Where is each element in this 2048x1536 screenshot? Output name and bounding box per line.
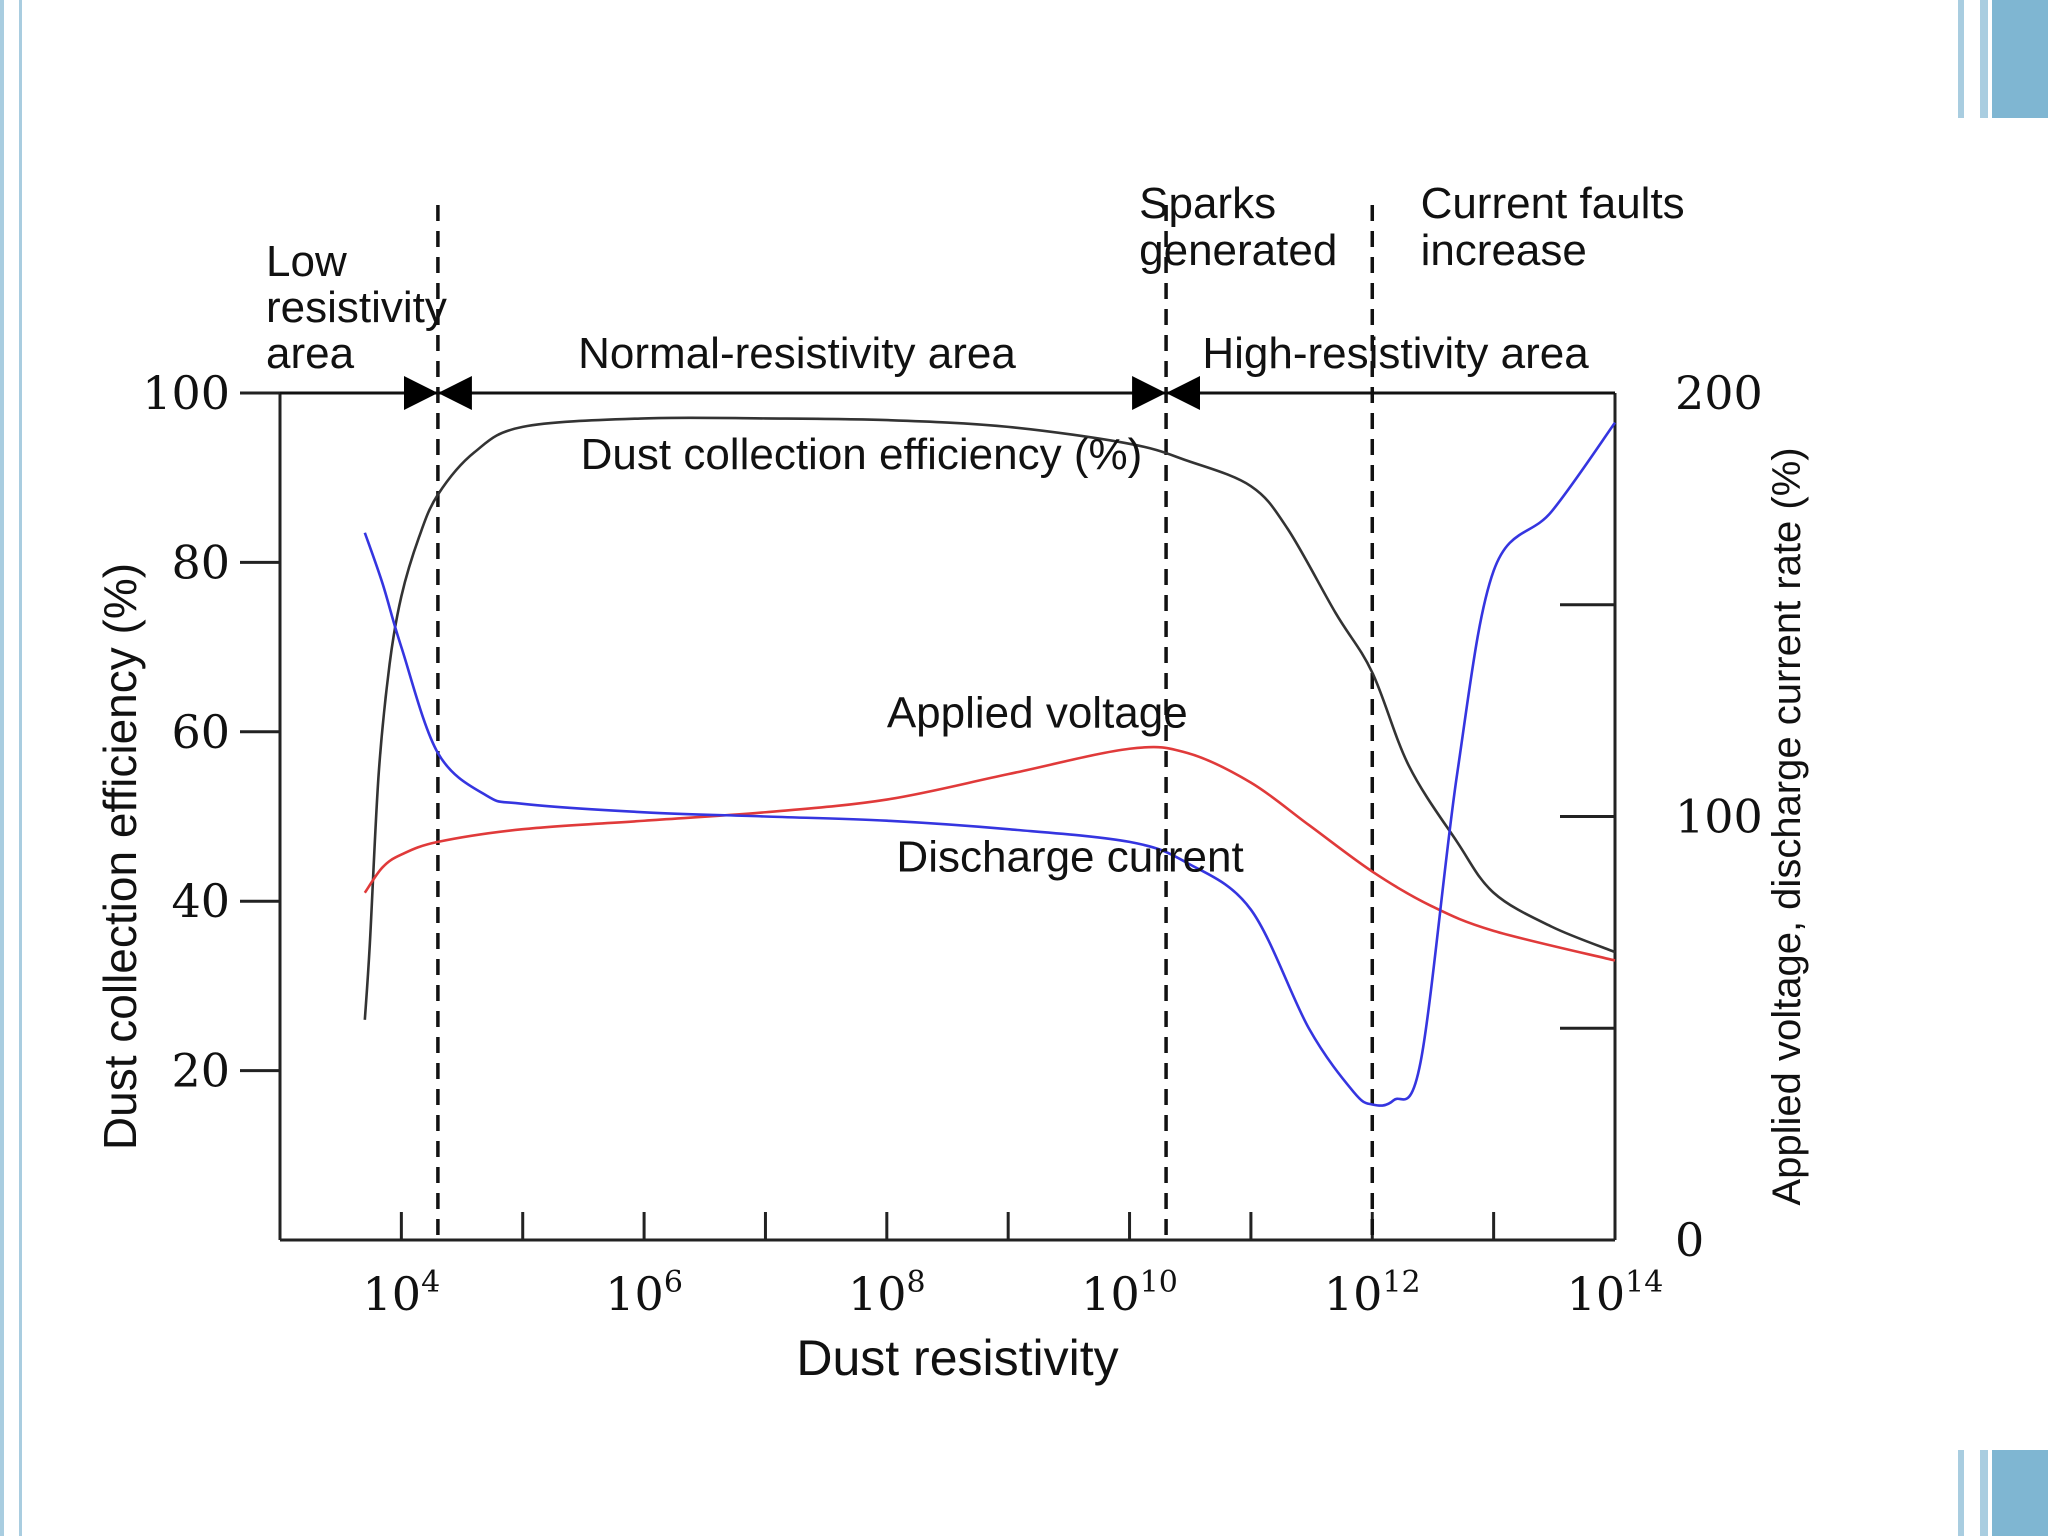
x-tick-label: 1010	[1081, 1265, 1178, 1321]
top-right-accent-block	[1958, 0, 2048, 118]
region-label: High-resistivity area	[1202, 329, 1589, 378]
bottom-right-accent-block	[1958, 1450, 2048, 1536]
y-left-tick-label: 20	[171, 1044, 230, 1098]
y-left-tick-label: 80	[171, 535, 230, 589]
y-left-axis-title: Dust collection efficiency (%)	[94, 563, 146, 1150]
x-tick-label: 1014	[1567, 1265, 1664, 1321]
x-axis-title: Dust resistivity	[796, 1330, 1118, 1386]
annotation-label: Current faults	[1421, 179, 1685, 228]
y-right-tick-label: 200	[1675, 366, 1763, 420]
x-tick-label: 108	[848, 1265, 926, 1321]
region-label: resistivity	[266, 283, 447, 332]
series-label: Dust collection efficiency (%)	[581, 430, 1143, 479]
left-accent-bar	[0, 0, 22, 1536]
region-label: Normal-resistivity area	[578, 329, 1016, 378]
annotation-label: generated	[1139, 226, 1337, 275]
annotation-label: increase	[1421, 226, 1587, 275]
y-right-axis-title: Applied voltage, discharge current rate …	[1765, 447, 1809, 1205]
y-right-tick-label: 100	[1675, 790, 1763, 844]
region-label: Low	[266, 237, 347, 286]
series-label: Applied voltage	[887, 689, 1188, 738]
series-line-3	[363, 421, 1617, 1107]
y-right-tick-label: 0	[1675, 1213, 1704, 1267]
y-left-tick-label: 40	[171, 874, 230, 928]
annotation-label: Sparks	[1139, 179, 1276, 228]
region-label: area	[266, 329, 355, 378]
y-left-tick-label: 60	[171, 705, 230, 759]
x-tick-label: 106	[605, 1265, 683, 1321]
x-tick-label: 1012	[1324, 1265, 1421, 1321]
series-line-2	[363, 745, 1616, 962]
y-left-tick-label: 100	[142, 366, 230, 420]
series-label: Discharge current	[896, 833, 1243, 882]
x-tick-label: 104	[363, 1265, 441, 1321]
